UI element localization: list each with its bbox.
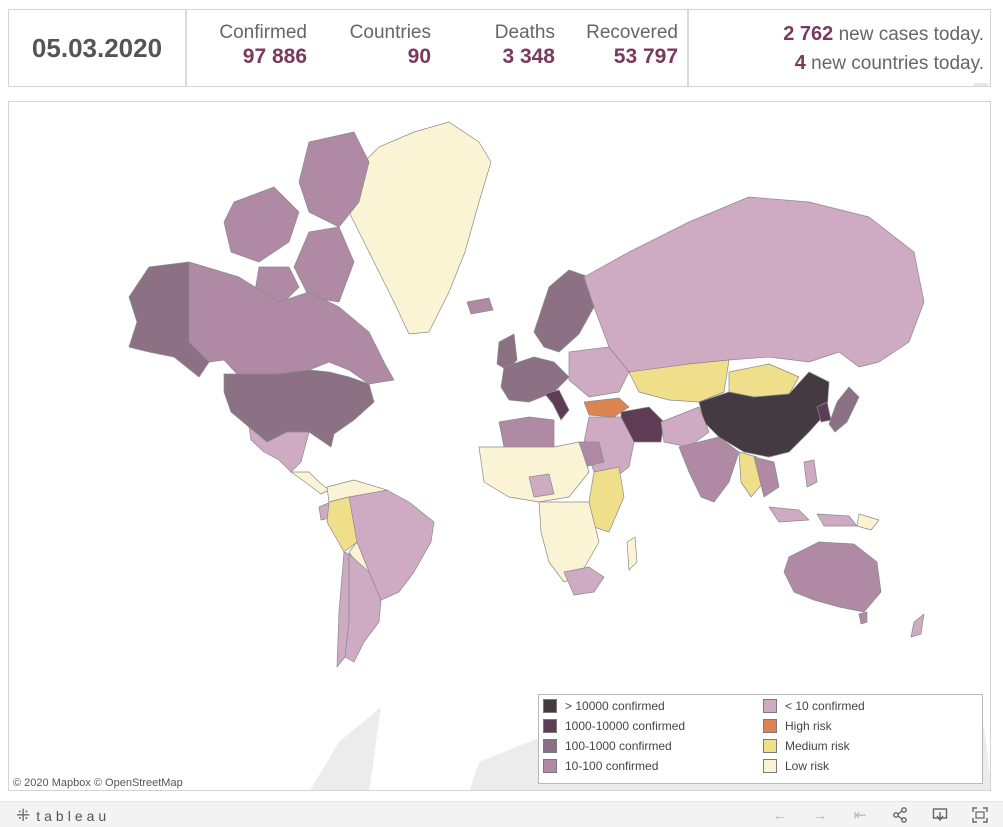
stat-label: Countries [349,22,431,43]
map-region-iceland[interactable] [466,297,494,315]
map-region-australia[interactable] [783,541,882,613]
stat-deaths: Deaths 3 348 [495,22,555,70]
legend-item[interactable]: High risk [763,717,832,735]
news-text: new cases today. [838,24,984,45]
map-region-tasmania[interactable] [858,611,868,625]
stat-countries: Countries 90 [350,22,431,70]
map-region-south-africa[interactable] [563,566,605,596]
map-region-philippines[interactable] [803,459,818,488]
legend-item[interactable]: > 10000 confirmed [543,697,665,715]
news-line-countries: 4 new countries today. [783,49,984,78]
map-region-russia[interactable] [583,196,925,375]
fullscreen-glyph [972,807,988,823]
legend-item[interactable]: < 10 confirmed [763,697,865,715]
news-count: 2 762 [783,23,834,45]
legend-item[interactable]: 100-1000 confirmed [543,737,672,755]
legend-label: < 10 confirmed [785,699,865,713]
map-region-indonesia[interactable] [768,506,858,527]
map-region-central-america[interactable] [290,471,330,495]
map-region-india[interactable] [678,436,740,503]
legend-label: Medium risk [785,739,850,753]
map-region-china[interactable] [698,371,830,458]
tableau-wordmark: tableau [36,808,111,824]
legend-swatch [543,739,557,753]
stat-recovered: Recovered 53 797 [586,22,678,70]
legend-item[interactable]: Medium risk [763,737,850,755]
map-attribution[interactable]: © 2020 Mapbox © OpenStreetMap [13,777,183,789]
legend-item[interactable]: Low risk [763,757,829,775]
map-region-scandinavia[interactable] [533,269,595,353]
map-region-peru[interactable] [326,496,358,553]
legend-label: 100-1000 confirmed [565,739,672,753]
map-region-argentina[interactable] [344,553,382,663]
stat-confirmed: Confirmed 97 886 [219,22,307,70]
legend-swatch [543,699,557,713]
map-region-sahel-west-africa[interactable] [478,441,590,503]
map-region-usa[interactable] [223,369,375,448]
redo-icon[interactable]: → [812,806,828,824]
legend-swatch [763,759,777,773]
stat-label: Recovered [586,22,678,43]
news-line-cases: 2 762 new cases today. [783,20,984,49]
map-region-thailand-vietnam[interactable] [753,456,780,498]
legend-label: 1000-10000 confirmed [565,719,686,733]
stat-label: Deaths [494,22,555,43]
share-glyph [893,807,907,823]
stats-panel: Confirmed 97 886 Countries 90 Deaths 3 3… [187,10,689,86]
map-legend: > 10000 confirmed 1000-10000 confirmed 1… [538,694,983,784]
summary-header: 05.03.2020 Confirmed 97 886 Countries 90… [8,9,991,87]
map-region-pakistan-afghanistan[interactable] [660,406,710,448]
legend-label: > 10000 confirmed [565,699,665,713]
undo-icon[interactable]: ← [772,806,788,824]
legend-label: High risk [785,719,832,733]
map-region-mongolia[interactable] [728,363,800,398]
news-panel: 2 762 new cases today. 4 new countries t… [783,20,984,78]
stat-value: 90 [407,45,431,68]
legend-label: 10-100 confirmed [565,759,659,773]
legend-swatch [763,699,777,713]
stat-label: Confirmed [219,22,307,43]
map-region-papua[interactable] [856,513,880,531]
legend-item[interactable]: 1000-10000 confirmed [543,717,685,735]
legend-swatch [543,719,557,733]
news-count: 4 [794,52,806,74]
map-region-new-zealand[interactable] [910,613,925,638]
download-icon[interactable] [930,805,950,825]
news-text: new countries today. [811,53,984,74]
legend-swatch [543,759,557,773]
legend-swatch [763,719,777,733]
map-region-nigeria[interactable] [528,473,555,498]
map-region-colombia-venezuela[interactable] [326,479,388,503]
map-region-canada[interactable] [188,261,395,385]
world-map[interactable]: > 10000 confirmed 1000-10000 confirmed 1… [8,101,991,791]
share-icon[interactable] [890,805,910,825]
stat-value: 97 886 [242,45,307,68]
tableau-plus-icon: ⁜ [16,806,35,825]
revert-icon[interactable]: ⇤ [853,807,867,824]
report-date: 05.03.2020 [9,10,187,86]
tableau-logo[interactable]: ⁜ tableau [16,806,110,826]
legend-item[interactable]: 10-100 confirmed [543,757,658,775]
stat-value: 3 348 [502,45,555,68]
map-region-japan[interactable] [828,386,860,433]
map-region-canada-islands[interactable] [223,131,370,308]
map-region-madagascar[interactable] [626,536,638,571]
fullscreen-icon[interactable] [970,805,990,825]
legend-swatch [763,739,777,753]
map-region-mexico[interactable] [248,426,310,473]
map-region-kazakhstan[interactable] [628,359,730,403]
tableau-toolbar: ⁜ tableau ← → ⇤ [0,801,1003,827]
scroll-handle[interactable] [974,83,988,86]
stat-value: 53 797 [613,45,678,68]
map-region-italy[interactable] [544,389,570,421]
map-canvas[interactable] [9,102,991,791]
legend-label: Low risk [785,759,830,773]
download-glyph [932,808,948,822]
